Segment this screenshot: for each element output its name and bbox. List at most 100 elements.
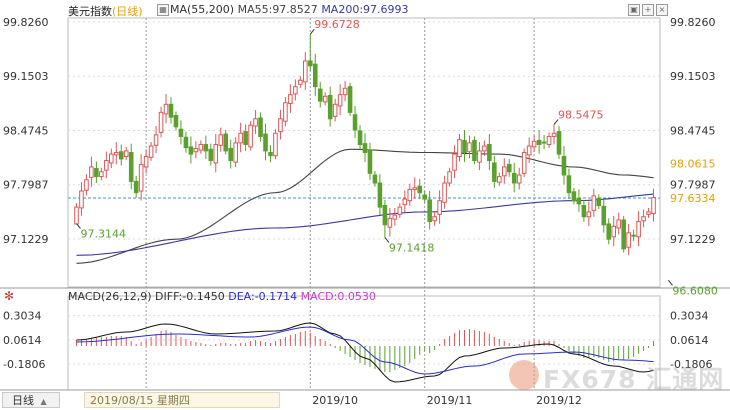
candle-body [482, 145, 487, 152]
zoom-in-icon[interactable]: + [642, 4, 654, 16]
candle-body [437, 200, 442, 215]
annotation-label: 99.6728 [314, 18, 360, 31]
candle-body [307, 60, 313, 67]
candle-body [312, 63, 318, 88]
candle-body [601, 205, 607, 226]
candle-body [218, 134, 224, 146]
candle-body [193, 147, 199, 153]
candle-body [477, 150, 482, 163]
candle-body [84, 179, 89, 191]
candle-body [342, 87, 348, 96]
annotation-label: 98.5475 [558, 109, 604, 122]
grid-lines [0, 17, 730, 391]
macd-settings-icon[interactable]: ✻ [4, 289, 15, 303]
candle-body [303, 60, 308, 83]
candle-body [447, 171, 452, 184]
candle-body [332, 103, 338, 117]
candlesticks [74, 34, 656, 256]
annotation-leader [553, 119, 559, 125]
candle-body [626, 232, 631, 248]
annotation-leader [76, 223, 81, 229]
candle-body [611, 225, 617, 238]
candle-body [462, 139, 467, 153]
candle-body [651, 196, 656, 215]
watermark-logo [509, 360, 539, 390]
candle-body [228, 147, 233, 162]
candle-body [472, 139, 477, 162]
period-tab-label: 日线 [12, 394, 34, 407]
macd-tick-right: 0.0614 [670, 334, 709, 347]
candle-body [382, 205, 388, 226]
ma55-line [76, 148, 654, 264]
candle-body [516, 174, 522, 184]
candle-body [298, 79, 303, 85]
candle-body [188, 146, 194, 155]
candle-body [616, 219, 621, 229]
header-title: 美元指数(日线) [68, 3, 143, 19]
chart-type-icon[interactable]: ▦ [157, 4, 169, 16]
candle-body [442, 182, 447, 203]
candle-body [487, 143, 492, 162]
y-tick-right: 98.4745 [670, 124, 716, 137]
macd-tick-left: 0.0614 [3, 334, 42, 347]
candle-body [536, 139, 542, 145]
candle-body [158, 111, 164, 133]
candle-body [153, 134, 159, 146]
candle-body [497, 176, 502, 183]
candle-body [581, 205, 587, 218]
candle-body [531, 140, 537, 148]
instrument-name: 美元指数 [68, 5, 112, 18]
moving-averages [76, 148, 654, 264]
candle-body [641, 216, 646, 222]
candle-body [173, 115, 179, 128]
candle-body [113, 152, 119, 156]
candle-body [432, 216, 437, 222]
annotation-leader [309, 28, 315, 35]
ma200-line [76, 193, 654, 256]
y-tick-left: 97.1229 [3, 233, 49, 246]
candle-body [566, 175, 572, 194]
annotation-label: 96.6080 [672, 284, 718, 297]
candle-body [99, 171, 104, 178]
macd-tick-right: 0.3034 [670, 310, 709, 323]
close-icon[interactable]: × [656, 4, 668, 16]
dea-value: DEA:-0.1714 [228, 290, 298, 303]
candle-body [288, 94, 293, 105]
candle-body [352, 114, 358, 131]
candle-body [213, 143, 219, 164]
candle-body [357, 130, 363, 145]
candle-body [123, 150, 129, 158]
candle-body [233, 142, 238, 163]
candle-body [422, 194, 427, 200]
candle-body [104, 160, 109, 171]
candle-body [571, 191, 577, 202]
candle-body [178, 128, 184, 137]
candle-body [506, 164, 512, 173]
candle-body [118, 151, 124, 160]
candle-body [397, 206, 403, 215]
macd-tick-left: 0.3034 [3, 310, 42, 323]
annotation-leader [668, 280, 673, 286]
candle-body [377, 182, 383, 208]
price-panel-frame [67, 17, 661, 288]
candle-body [347, 86, 353, 113]
candle-body [576, 197, 582, 205]
settings-icon[interactable]: ▣ [628, 4, 640, 16]
ma-params: MA(55,200) [170, 3, 235, 16]
candle-body [198, 143, 204, 151]
candle-body [337, 94, 343, 107]
macd-params: MACD(26,12,9) [68, 290, 152, 303]
period-tab[interactable]: 日线 ▲ [2, 392, 60, 408]
candle-body [203, 143, 209, 152]
ma55-value: MA55:97.8527 [237, 3, 318, 16]
macd-legend: MACD(26,12,9) DIFF:-0.1450 DEA:-0.1714 M… [68, 290, 376, 303]
macd-tick-right: -0.1806 [670, 358, 712, 371]
candle-body [208, 148, 214, 162]
y-tick-right: 97.1229 [670, 233, 716, 246]
candle-body [128, 152, 134, 182]
dea-line [76, 326, 654, 375]
watermark: FX678 汇通网 [543, 365, 725, 394]
x-tick-label: 2019/11 [427, 394, 473, 407]
y-tick-left: 98.4745 [3, 124, 49, 137]
candle-body [511, 172, 517, 184]
